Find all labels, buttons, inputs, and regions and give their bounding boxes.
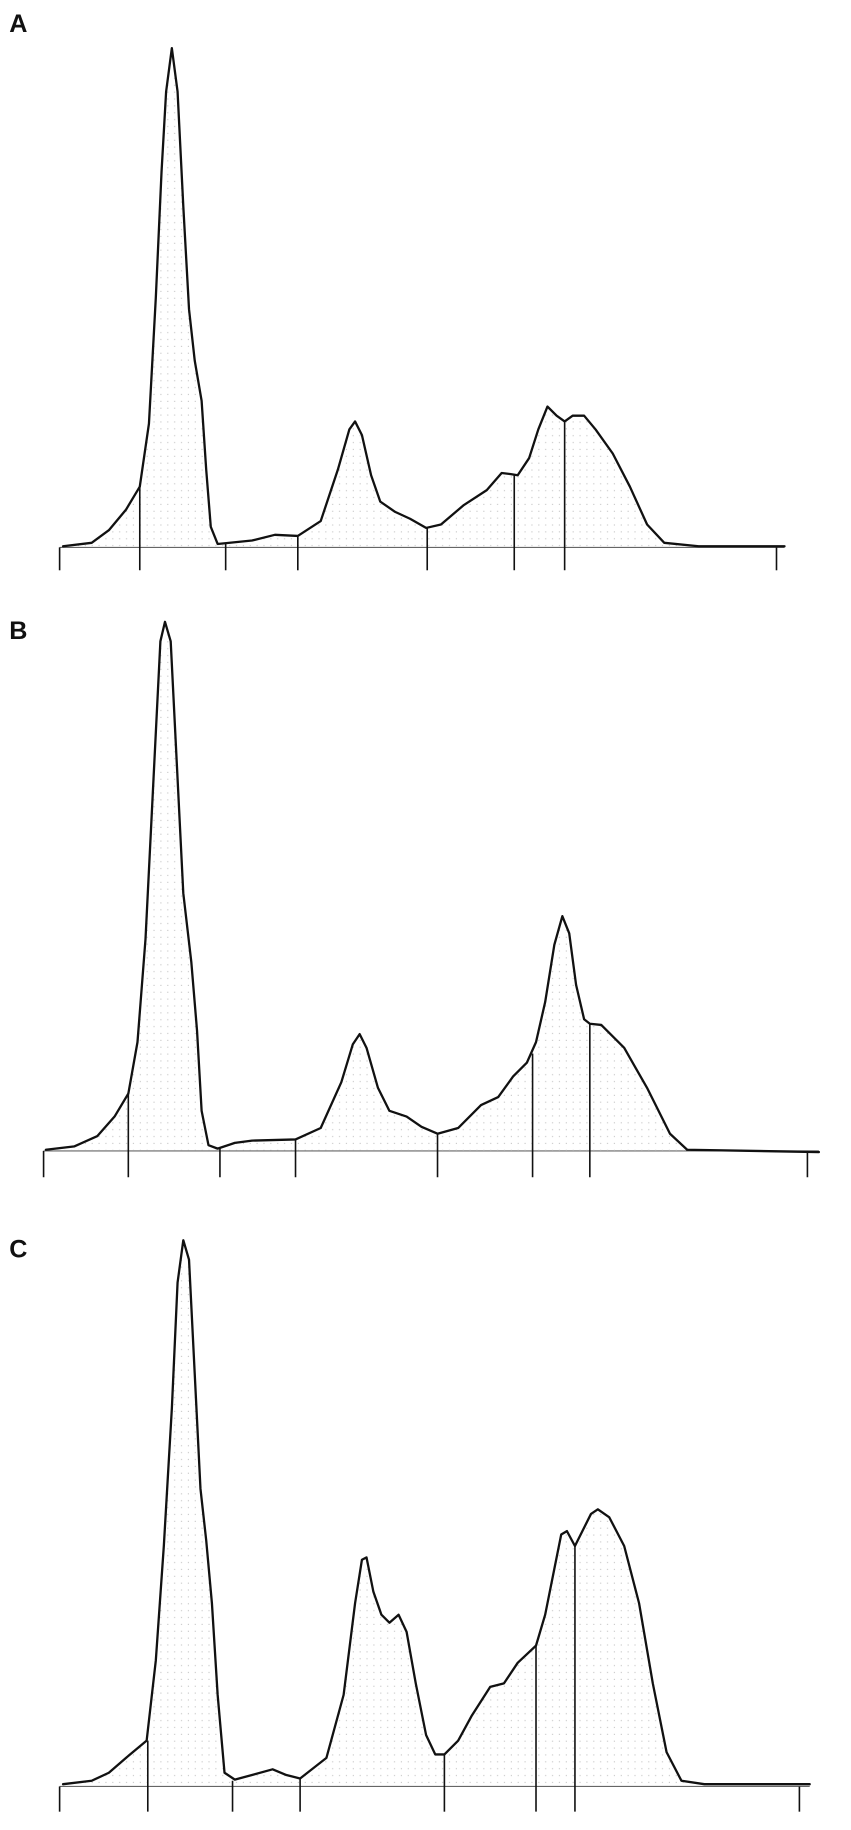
trace — [61, 1239, 811, 1786]
panel-label: A — [9, 10, 27, 38]
panel-label: C — [9, 1235, 27, 1263]
panel: C — [9, 1235, 811, 1812]
panel: A — [9, 10, 786, 571]
trace — [44, 620, 821, 1154]
ticks — [58, 1545, 801, 1812]
trace — [61, 46, 786, 548]
ticks — [42, 1023, 809, 1178]
ticks — [58, 421, 778, 571]
panel-label: B — [9, 617, 27, 645]
panel: B — [9, 617, 821, 1178]
